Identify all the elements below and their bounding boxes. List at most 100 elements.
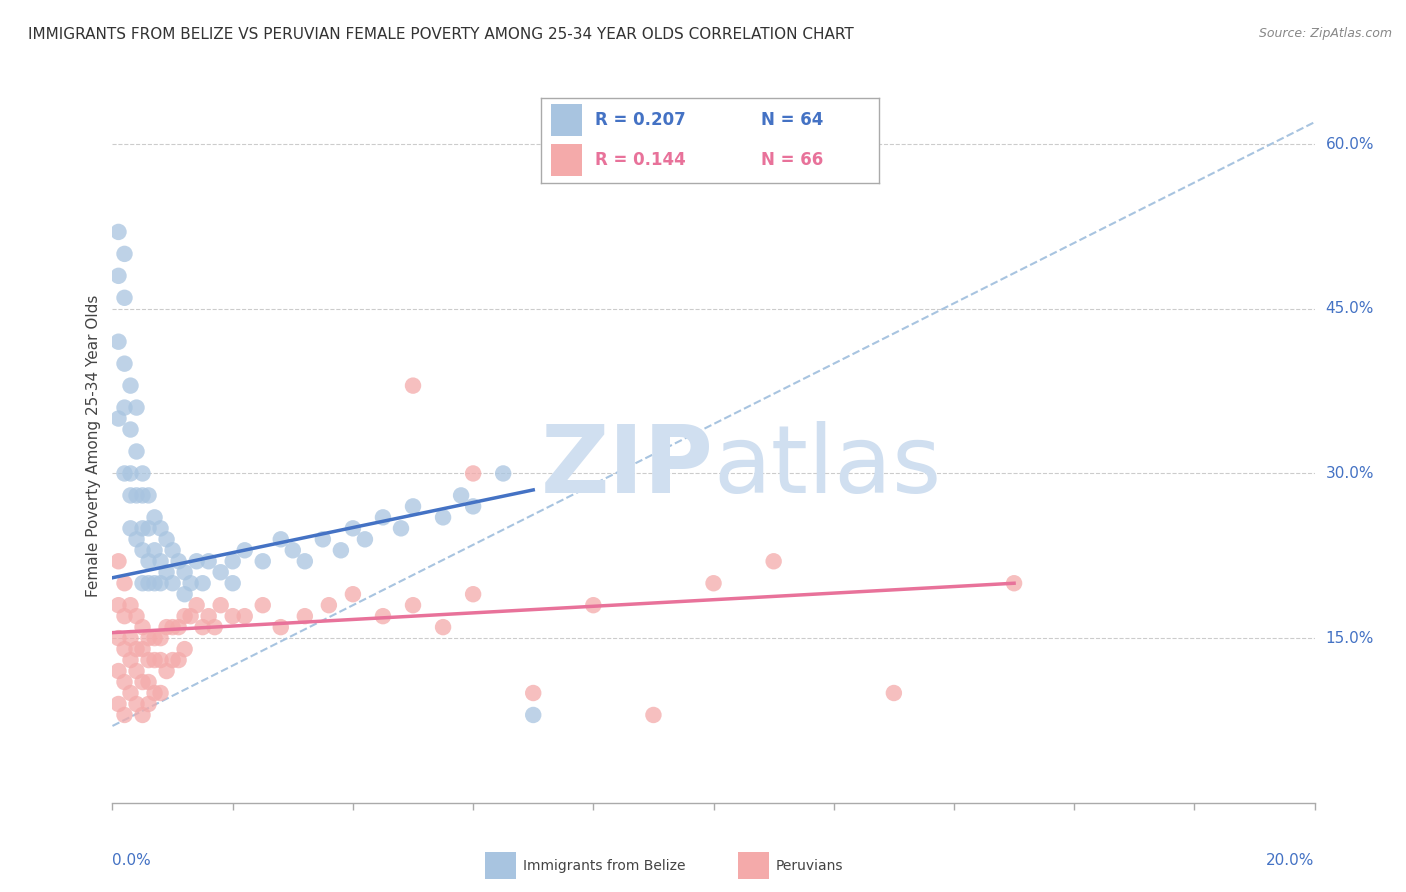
- FancyBboxPatch shape: [551, 144, 582, 176]
- Point: [155, 533, 177, 547]
- Point: [432, 620, 454, 634]
- Point: [131, 576, 153, 591]
- Point: [522, 708, 544, 723]
- Point: [492, 467, 515, 481]
- Point: [107, 631, 129, 645]
- Point: [180, 609, 202, 624]
- Point: [143, 653, 166, 667]
- Text: atlas: atlas: [713, 421, 942, 514]
- Point: [149, 653, 172, 667]
- Point: [138, 631, 160, 645]
- Point: [149, 521, 172, 535]
- Point: [131, 467, 153, 481]
- Point: [114, 401, 136, 415]
- Point: [138, 521, 160, 535]
- Point: [114, 291, 136, 305]
- Point: [883, 686, 905, 700]
- Point: [131, 642, 153, 657]
- Point: [120, 423, 142, 437]
- Point: [209, 566, 232, 580]
- Point: [186, 554, 208, 568]
- Text: N = 66: N = 66: [761, 151, 823, 169]
- Point: [209, 598, 232, 612]
- Point: [162, 620, 184, 634]
- Point: [294, 554, 316, 568]
- Point: [120, 631, 142, 645]
- Point: [131, 543, 153, 558]
- Point: [173, 587, 195, 601]
- Point: [138, 697, 160, 711]
- Point: [114, 642, 136, 657]
- Point: [167, 653, 190, 667]
- Text: 15.0%: 15.0%: [1326, 631, 1374, 646]
- Point: [1002, 576, 1025, 591]
- Point: [643, 708, 665, 723]
- Point: [312, 533, 335, 547]
- Point: [143, 510, 166, 524]
- Point: [461, 500, 484, 514]
- Point: [114, 467, 136, 481]
- Point: [120, 378, 142, 392]
- Point: [191, 576, 214, 591]
- Point: [522, 686, 544, 700]
- Point: [131, 488, 153, 502]
- Point: [461, 467, 484, 481]
- Point: [222, 609, 245, 624]
- Point: [107, 225, 129, 239]
- Point: [107, 697, 129, 711]
- Point: [173, 609, 195, 624]
- Point: [114, 609, 136, 624]
- Point: [342, 521, 364, 535]
- Text: R = 0.144: R = 0.144: [595, 151, 686, 169]
- Point: [197, 554, 219, 568]
- Y-axis label: Female Poverty Among 25-34 Year Olds: Female Poverty Among 25-34 Year Olds: [86, 295, 101, 597]
- Point: [342, 587, 364, 601]
- Point: [114, 357, 136, 371]
- Point: [294, 609, 316, 624]
- Point: [125, 401, 148, 415]
- Point: [125, 609, 148, 624]
- Point: [197, 609, 219, 624]
- Point: [149, 686, 172, 700]
- Point: [162, 543, 184, 558]
- Point: [120, 467, 142, 481]
- Point: [138, 488, 160, 502]
- FancyBboxPatch shape: [551, 104, 582, 136]
- Point: [270, 533, 292, 547]
- Point: [402, 378, 425, 392]
- Point: [138, 576, 160, 591]
- Point: [329, 543, 352, 558]
- Text: 60.0%: 60.0%: [1326, 136, 1374, 152]
- Point: [149, 554, 172, 568]
- Point: [143, 686, 166, 700]
- Point: [138, 675, 160, 690]
- Point: [155, 620, 177, 634]
- Point: [138, 554, 160, 568]
- Point: [191, 620, 214, 634]
- Point: [138, 653, 160, 667]
- Point: [371, 609, 394, 624]
- Point: [173, 642, 195, 657]
- Point: [450, 488, 472, 502]
- Point: [270, 620, 292, 634]
- Point: [155, 566, 177, 580]
- Text: 20.0%: 20.0%: [1267, 853, 1315, 868]
- Point: [402, 500, 425, 514]
- Point: [149, 631, 172, 645]
- Point: [582, 598, 605, 612]
- Point: [162, 653, 184, 667]
- Point: [120, 521, 142, 535]
- Point: [143, 543, 166, 558]
- Point: [252, 554, 274, 568]
- Text: IMMIGRANTS FROM BELIZE VS PERUVIAN FEMALE POVERTY AMONG 25-34 YEAR OLDS CORRELAT: IMMIGRANTS FROM BELIZE VS PERUVIAN FEMAL…: [28, 27, 853, 42]
- Point: [107, 598, 129, 612]
- Point: [318, 598, 340, 612]
- Point: [222, 576, 245, 591]
- Point: [131, 708, 153, 723]
- Text: N = 64: N = 64: [761, 112, 823, 129]
- Point: [204, 620, 226, 634]
- Point: [222, 554, 245, 568]
- Point: [186, 598, 208, 612]
- Text: ZIP: ZIP: [541, 421, 713, 514]
- Point: [143, 631, 166, 645]
